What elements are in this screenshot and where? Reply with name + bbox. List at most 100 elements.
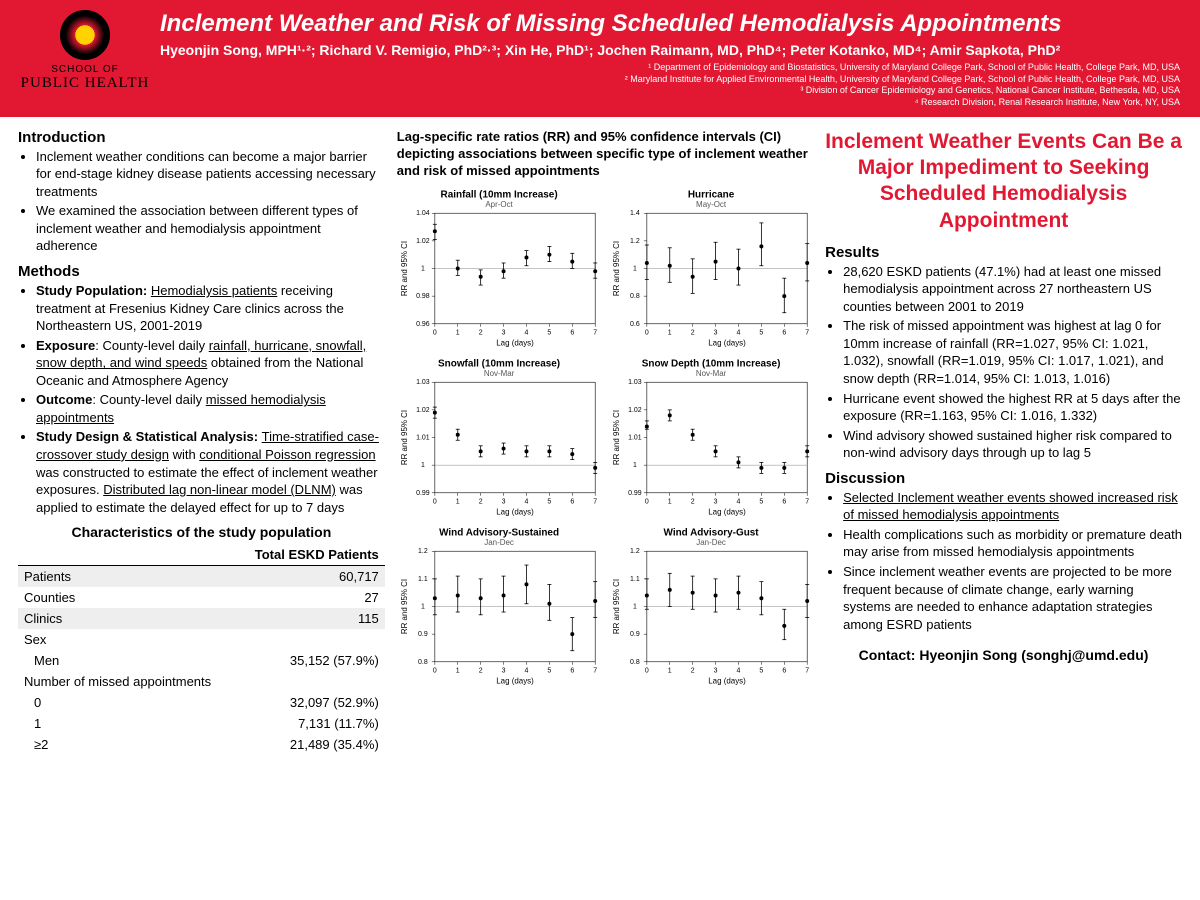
- svg-text:1: 1: [456, 330, 460, 337]
- svg-text:1.2: 1.2: [418, 549, 428, 556]
- svg-text:5: 5: [759, 499, 763, 506]
- logo-text-1: SCHOOL OF: [20, 64, 150, 75]
- svg-text:Hurricane: Hurricane: [688, 190, 735, 201]
- svg-text:6: 6: [570, 499, 574, 506]
- svg-text:1: 1: [668, 668, 672, 675]
- svg-text:3: 3: [501, 668, 505, 675]
- svg-text:1.1: 1.1: [630, 576, 640, 583]
- svg-text:1.04: 1.04: [416, 211, 430, 218]
- intro-item: We examined the association between diff…: [36, 202, 385, 255]
- table-cell: 1: [18, 713, 236, 734]
- svg-text:Apr-Oct: Apr-Oct: [485, 201, 513, 210]
- svg-text:2: 2: [691, 330, 695, 337]
- results-item: Hurricane event showed the highest RR at…: [843, 390, 1182, 425]
- svg-text:0.8: 0.8: [418, 659, 428, 666]
- methods-heading: Methods: [18, 263, 385, 280]
- table-cell: ≥2: [18, 734, 236, 755]
- svg-text:Snowfall (10mm Increase): Snowfall (10mm Increase): [438, 359, 560, 370]
- results-item: The risk of missed appointment was highe…: [843, 317, 1182, 387]
- discussion-item: Selected Inclement weather events showed…: [843, 489, 1182, 524]
- authors: Hyeonjin Song, MPH¹·²; Richard V. Remigi…: [160, 42, 1180, 58]
- svg-text:0.99: 0.99: [416, 490, 430, 497]
- svg-text:1: 1: [456, 668, 460, 675]
- svg-text:0.8: 0.8: [630, 659, 640, 666]
- table-cell: Men: [18, 650, 236, 671]
- table-cell: 21,489 (35.4%): [236, 734, 385, 755]
- svg-text:RR and 95% CI: RR and 95% CI: [612, 410, 621, 465]
- svg-text:1.02: 1.02: [628, 407, 642, 414]
- chart-grid: Rainfall (10mm Increase)Apr-Oct0.960.981…: [397, 187, 813, 690]
- svg-text:2: 2: [478, 499, 482, 506]
- table-cell: 60,717: [236, 566, 385, 588]
- svg-text:0.99: 0.99: [628, 490, 642, 497]
- svg-text:1.4: 1.4: [630, 211, 640, 218]
- chart-grid-title: Lag-specific rate ratios (RR) and 95% co…: [397, 129, 813, 180]
- svg-text:3: 3: [714, 330, 718, 337]
- svg-text:Lag (days): Lag (days): [496, 677, 534, 686]
- svg-text:5: 5: [547, 499, 551, 506]
- svg-text:1: 1: [633, 463, 637, 470]
- contact: Contact: Hyeonjin Song (songhj@umd.edu): [825, 647, 1182, 663]
- svg-text:Jan-Dec: Jan-Dec: [696, 539, 726, 548]
- affil-2: ² Maryland Institute for Applied Environ…: [160, 74, 1180, 86]
- affiliations: ¹ Department of Epidemiology and Biostat…: [160, 62, 1180, 109]
- svg-text:Lag (days): Lag (days): [708, 339, 746, 348]
- svg-text:0: 0: [433, 668, 437, 675]
- svg-text:RR and 95% CI: RR and 95% CI: [612, 241, 621, 296]
- svg-text:Nov-Mar: Nov-Mar: [696, 370, 727, 379]
- svg-text:Lag (days): Lag (days): [496, 339, 534, 348]
- svg-text:3: 3: [501, 499, 505, 506]
- svg-text:0: 0: [433, 499, 437, 506]
- svg-text:0.6: 0.6: [630, 321, 640, 328]
- svg-text:Lag (days): Lag (days): [708, 677, 746, 686]
- svg-text:7: 7: [805, 499, 809, 506]
- discussion-item: Since inclement weather events are proje…: [843, 563, 1182, 633]
- svg-text:6: 6: [570, 330, 574, 337]
- affil-1: ¹ Department of Epidemiology and Biostat…: [160, 62, 1180, 74]
- svg-text:Snow Depth (10mm Increase): Snow Depth (10mm Increase): [642, 359, 781, 370]
- svg-text:4: 4: [524, 330, 528, 337]
- svg-text:5: 5: [547, 330, 551, 337]
- svg-text:5: 5: [759, 668, 763, 675]
- svg-text:4: 4: [736, 668, 740, 675]
- svg-text:1: 1: [456, 499, 460, 506]
- svg-text:1: 1: [421, 463, 425, 470]
- affil-4: ⁴ Research Division, Renal Research Inst…: [160, 97, 1180, 109]
- chart-4: Wind Advisory-SustainedJan-Dec0.80.911.1…: [397, 525, 601, 690]
- table-title: Characteristics of the study population: [18, 524, 385, 540]
- methods-item: Study Design & Statistical Analysis: Tim…: [36, 428, 385, 516]
- chart-0: Rainfall (10mm Increase)Apr-Oct0.960.981…: [397, 187, 601, 352]
- svg-text:4: 4: [736, 499, 740, 506]
- intro-heading: Introduction: [18, 129, 385, 146]
- svg-text:2: 2: [478, 330, 482, 337]
- table-cell: Sex: [18, 629, 236, 650]
- table-cell: 32,097 (52.9%): [236, 692, 385, 713]
- table-cell: 7,131 (11.7%): [236, 713, 385, 734]
- svg-text:Wind Advisory-Gust: Wind Advisory-Gust: [664, 528, 760, 539]
- svg-text:0: 0: [645, 330, 649, 337]
- logo-icon: [60, 10, 110, 60]
- svg-text:3: 3: [714, 499, 718, 506]
- svg-text:RR and 95% CI: RR and 95% CI: [400, 410, 409, 465]
- svg-text:3: 3: [714, 668, 718, 675]
- discussion-heading: Discussion: [825, 470, 1182, 487]
- svg-text:1.2: 1.2: [630, 549, 640, 556]
- table-col-header: Total ESKD Patients: [236, 544, 385, 566]
- headline: Inclement Weather Events Can Be a Major …: [825, 129, 1182, 234]
- svg-text:4: 4: [736, 330, 740, 337]
- table-cell: 0: [18, 692, 236, 713]
- poster-title: Inclement Weather and Risk of Missing Sc…: [160, 10, 1180, 38]
- table-cell: 35,152 (57.9%): [236, 650, 385, 671]
- svg-text:0.9: 0.9: [630, 632, 640, 639]
- svg-text:5: 5: [759, 330, 763, 337]
- svg-text:0.98: 0.98: [416, 294, 430, 301]
- svg-text:6: 6: [782, 330, 786, 337]
- logo-text-2: PUBLIC HEALTH: [20, 75, 150, 92]
- svg-text:Lag (days): Lag (days): [496, 508, 534, 517]
- discussion-item: Health complications such as morbidity o…: [843, 526, 1182, 561]
- svg-text:RR and 95% CI: RR and 95% CI: [612, 579, 621, 634]
- svg-text:0: 0: [645, 668, 649, 675]
- table-cell: Number of missed appointments: [18, 671, 236, 692]
- svg-text:1.03: 1.03: [416, 380, 430, 387]
- svg-text:1: 1: [668, 499, 672, 506]
